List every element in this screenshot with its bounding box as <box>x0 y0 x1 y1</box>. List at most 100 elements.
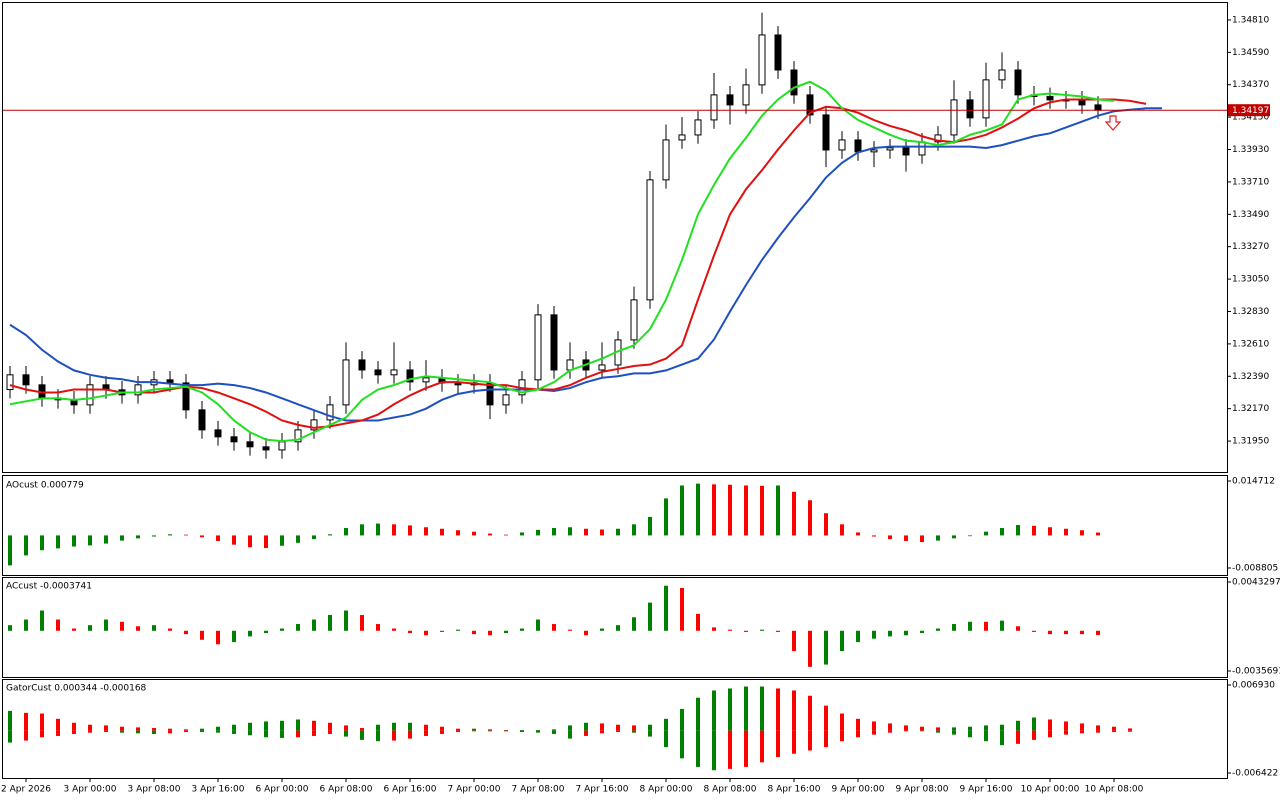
histogram-bar <box>1096 532 1100 536</box>
histogram-bar <box>776 630 780 632</box>
candle-body <box>742 84 750 106</box>
gator-bar <box>712 730 716 771</box>
gator-bar <box>1080 723 1084 731</box>
histogram-bar <box>936 628 940 631</box>
histogram-bar <box>296 535 300 543</box>
histogram-bar <box>808 500 812 536</box>
histogram-bar <box>136 626 140 631</box>
histogram-bar <box>248 535 252 548</box>
histogram-bar <box>856 630 860 643</box>
panel-title: AOcust 0.000779 <box>6 481 84 491</box>
candle-body <box>710 94 718 121</box>
histogram-bar <box>56 619 60 631</box>
gator-bar <box>1000 730 1004 746</box>
gator-bar <box>488 729 492 731</box>
candle-body <box>662 139 670 181</box>
gator-bar <box>1096 725 1100 731</box>
histogram-bar <box>104 619 108 631</box>
gator-bar <box>648 724 652 731</box>
histogram-bar <box>88 535 92 546</box>
gator-bar <box>280 720 284 731</box>
gator-bar <box>456 730 460 732</box>
histogram-bar <box>1096 630 1100 636</box>
histogram-bar <box>424 630 428 636</box>
x-tick-label: 3 Apr 00:00 <box>64 785 117 795</box>
histogram-bar <box>168 628 172 631</box>
gator-bar <box>360 728 364 731</box>
candle-body <box>870 149 878 153</box>
gator-bar <box>840 713 844 731</box>
y-tick-label: 0.014712 <box>1232 476 1275 486</box>
gator-bar <box>408 730 412 739</box>
y-tick-label: -0.006422 <box>1232 769 1278 779</box>
gator-bar <box>712 690 716 731</box>
panel-title: GatorCust 0.000344 -0.000168 <box>6 684 147 694</box>
gator-bar <box>968 726 972 731</box>
histogram-bar <box>968 621 972 631</box>
candle-body <box>566 359 574 371</box>
candle-body <box>998 69 1006 81</box>
candle-body <box>806 94 814 116</box>
gator-bar <box>776 688 780 731</box>
gator-bar <box>232 730 236 734</box>
gator-bar <box>72 722 76 731</box>
histogram-bar <box>8 535 12 566</box>
candle-body <box>326 404 334 421</box>
gator-bar <box>456 728 460 731</box>
histogram-bar <box>744 485 748 536</box>
candle-body <box>838 139 846 151</box>
histogram-bar <box>488 630 492 636</box>
y-tick-label: 1.34150 <box>1232 113 1269 123</box>
gator-bar <box>1000 724 1004 731</box>
histogram-bar <box>344 528 348 536</box>
candle-body <box>950 99 958 136</box>
histogram-bar <box>232 630 236 643</box>
histogram-bar <box>360 615 364 631</box>
gator-bar <box>24 712 28 731</box>
gator-bar <box>392 722 396 731</box>
y-tick-label: 1.33490 <box>1232 210 1269 220</box>
histogram-bar <box>312 535 316 540</box>
candle-body <box>310 419 318 431</box>
gator-bar <box>440 726 444 731</box>
histogram-bar <box>664 498 668 536</box>
histogram-bar <box>152 625 156 631</box>
candle-body <box>966 99 974 119</box>
histogram-bar <box>632 617 636 631</box>
histogram-bar <box>136 535 140 539</box>
gator-bar <box>152 730 156 734</box>
x-tick-label: 8 Apr 00:00 <box>640 785 693 795</box>
histogram-bar <box>1016 525 1020 536</box>
gator-bar <box>424 724 428 731</box>
y-tick-label: 1.32390 <box>1232 372 1269 382</box>
gator-bar <box>744 730 748 767</box>
histogram-bar <box>472 630 476 635</box>
gator-bar <box>232 724 236 731</box>
histogram-bar <box>840 630 844 652</box>
histogram-bar <box>104 535 108 544</box>
gator-bar <box>792 690 796 731</box>
gator-bar <box>552 729 556 731</box>
gator-bar <box>328 730 332 734</box>
gator-bar <box>424 730 428 736</box>
gator-bar <box>472 728 476 731</box>
histogram-bar <box>808 630 812 667</box>
histogram-bar <box>696 613 700 631</box>
gator-bar <box>248 722 252 731</box>
histogram-bar <box>344 610 348 631</box>
x-tick-label: 10 Apr 08:00 <box>1085 785 1144 795</box>
candle-body <box>294 429 302 443</box>
histogram-bar <box>216 535 220 541</box>
gator-bar <box>1032 717 1036 731</box>
gator-bar <box>872 721 876 731</box>
gator-bar <box>120 726 124 731</box>
gator-bar <box>40 730 44 738</box>
x-tick-label: 3 Apr 16:00 <box>192 785 245 795</box>
y-tick-label: -0.0035691 <box>1232 666 1280 676</box>
y-tick-label: 1.32170 <box>1232 404 1269 414</box>
candle-body <box>854 139 862 153</box>
x-tick-label: 10 Apr 00:00 <box>1021 785 1080 795</box>
gator-bar <box>984 725 988 731</box>
gator-bar <box>200 730 204 732</box>
